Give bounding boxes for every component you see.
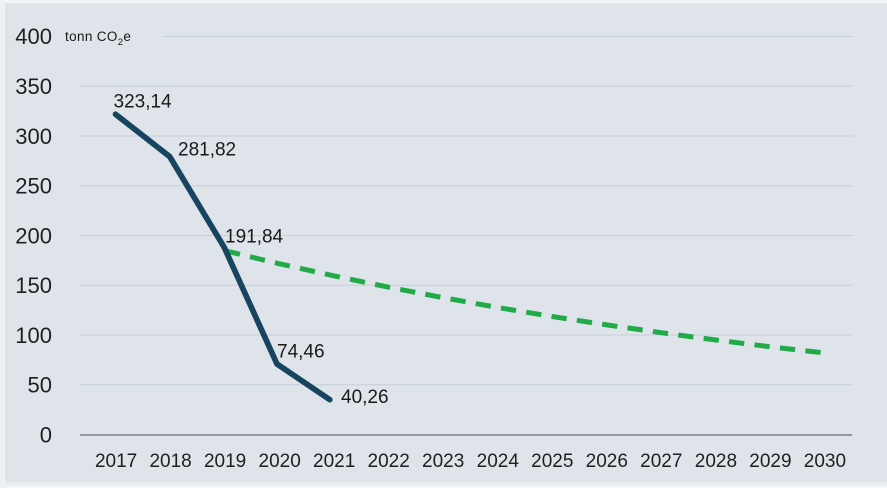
svg-text:2024: 2024 [477, 451, 520, 472]
svg-text:2020: 2020 [259, 451, 301, 472]
svg-text:2022: 2022 [368, 451, 410, 472]
svg-text:323,14: 323,14 [114, 92, 173, 113]
svg-text:2025: 2025 [531, 451, 573, 472]
svg-text:2027: 2027 [640, 451, 682, 472]
svg-text:281,82: 281,82 [178, 140, 236, 161]
svg-text:400: 400 [15, 24, 52, 49]
svg-text:40,26: 40,26 [341, 387, 389, 408]
svg-text:tonn CO2e: tonn CO2e [65, 29, 131, 48]
svg-text:0: 0 [40, 422, 52, 447]
svg-text:50: 50 [28, 373, 52, 398]
svg-text:100: 100 [15, 323, 52, 348]
svg-text:74,46: 74,46 [277, 342, 325, 363]
svg-text:300: 300 [15, 124, 52, 149]
svg-text:150: 150 [15, 273, 52, 298]
svg-text:2018: 2018 [149, 451, 191, 472]
svg-text:2028: 2028 [695, 451, 737, 472]
svg-text:2029: 2029 [749, 451, 791, 472]
svg-text:2019: 2019 [204, 451, 246, 472]
svg-text:191,84: 191,84 [225, 227, 284, 248]
svg-text:200: 200 [15, 223, 52, 248]
svg-text:2017: 2017 [95, 451, 137, 472]
svg-text:2023: 2023 [422, 451, 464, 472]
svg-text:2021: 2021 [313, 451, 355, 472]
svg-text:350: 350 [15, 74, 52, 99]
svg-text:2026: 2026 [586, 451, 628, 472]
svg-text:250: 250 [15, 174, 52, 199]
svg-text:2030: 2030 [804, 451, 846, 472]
